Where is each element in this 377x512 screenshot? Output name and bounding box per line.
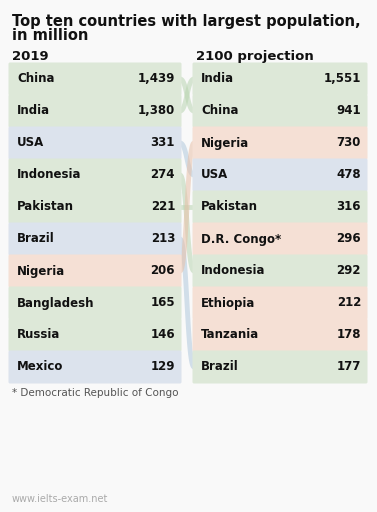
Text: India: India [201,73,234,86]
Text: 2100 projection: 2100 projection [196,50,314,63]
FancyBboxPatch shape [193,318,368,352]
Text: USA: USA [17,137,44,150]
FancyBboxPatch shape [193,190,368,224]
Text: Brazil: Brazil [201,360,239,373]
Text: 129: 129 [150,360,175,373]
Text: Mexico: Mexico [17,360,63,373]
Text: Indonesia: Indonesia [17,168,81,181]
Text: in million: in million [12,28,88,43]
Text: Top ten countries with largest population,: Top ten countries with largest populatio… [12,14,361,29]
Text: 331: 331 [151,137,175,150]
FancyBboxPatch shape [193,126,368,160]
Text: Bangladesh: Bangladesh [17,296,95,309]
FancyBboxPatch shape [9,351,181,383]
Text: Nigeria: Nigeria [201,137,249,150]
Text: * Democratic Republic of Congo: * Democratic Republic of Congo [12,388,178,398]
Text: 941: 941 [336,104,361,117]
FancyBboxPatch shape [9,95,181,127]
Text: 213: 213 [151,232,175,245]
Text: USA: USA [201,168,228,181]
FancyBboxPatch shape [9,159,181,191]
Text: 292: 292 [337,265,361,278]
Text: Russia: Russia [17,329,60,342]
Text: 177: 177 [337,360,361,373]
Text: Ethiopia: Ethiopia [201,296,255,309]
FancyBboxPatch shape [9,190,181,224]
Text: Tanzania: Tanzania [201,329,259,342]
FancyBboxPatch shape [9,318,181,352]
FancyBboxPatch shape [193,159,368,191]
Text: 178: 178 [337,329,361,342]
Text: 296: 296 [336,232,361,245]
FancyBboxPatch shape [9,254,181,288]
FancyBboxPatch shape [193,62,368,96]
Text: Pakistan: Pakistan [17,201,74,214]
FancyBboxPatch shape [9,126,181,160]
Text: Pakistan: Pakistan [201,201,258,214]
FancyBboxPatch shape [193,351,368,383]
Text: 274: 274 [150,168,175,181]
Text: 1,551: 1,551 [323,73,361,86]
Text: Indonesia: Indonesia [201,265,265,278]
Text: 730: 730 [337,137,361,150]
Text: D.R. Congo*: D.R. Congo* [201,232,281,245]
FancyBboxPatch shape [9,223,181,255]
Text: 221: 221 [151,201,175,214]
Text: 1,380: 1,380 [138,104,175,117]
Text: China: China [201,104,239,117]
Text: Brazil: Brazil [17,232,55,245]
FancyBboxPatch shape [193,287,368,319]
FancyBboxPatch shape [9,287,181,319]
FancyBboxPatch shape [193,95,368,127]
FancyBboxPatch shape [9,62,181,96]
Text: 212: 212 [337,296,361,309]
Text: China: China [17,73,55,86]
Text: www.ielts-exam.net: www.ielts-exam.net [12,494,108,504]
Text: 478: 478 [336,168,361,181]
Text: 1,439: 1,439 [138,73,175,86]
FancyBboxPatch shape [193,223,368,255]
FancyBboxPatch shape [193,254,368,288]
Text: Nigeria: Nigeria [17,265,65,278]
Text: 146: 146 [150,329,175,342]
Text: 316: 316 [337,201,361,214]
Text: 165: 165 [150,296,175,309]
Text: 2019: 2019 [12,50,49,63]
Text: India: India [17,104,50,117]
Text: 206: 206 [150,265,175,278]
